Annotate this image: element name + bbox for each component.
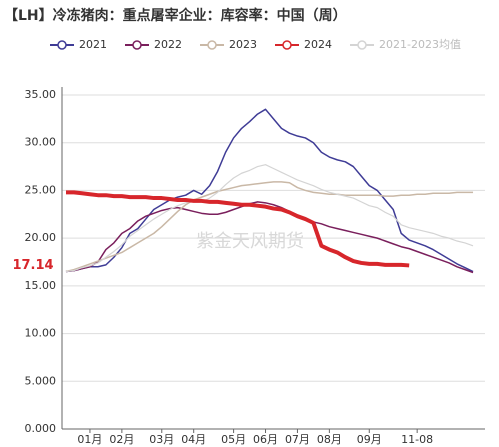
y-tick-label: 15.00 [25, 279, 57, 292]
legend-marker [207, 40, 217, 50]
series-line [65, 108, 474, 273]
y-tick-label: 10.00 [25, 327, 57, 340]
y-tick-label: 25.00 [25, 183, 57, 196]
x-tick-label: 01月 [77, 433, 102, 446]
legend-item: 2023 [200, 38, 257, 51]
x-tick-label: 06月 [253, 433, 278, 446]
x-tick-label: 02月 [109, 433, 134, 446]
value-label: 17.14 [12, 258, 53, 273]
x-tick-label: 11-08 [401, 433, 433, 446]
y-tick-label: 5.000 [25, 374, 57, 387]
legend-marker [357, 40, 367, 50]
series-line [65, 201, 474, 274]
series-line [65, 190, 410, 268]
x-tick-label: 09月 [357, 433, 382, 446]
legend-item: 2024 [275, 38, 332, 51]
x-tick-label: 04月 [181, 433, 206, 446]
x-tick-label: 07月 [285, 433, 310, 446]
y-tick-label: 0.000 [25, 422, 57, 435]
x-tick-label: 05月 [221, 433, 246, 446]
x-tick-label: 08月 [317, 433, 342, 446]
legend-marker [57, 40, 67, 50]
y-tick-label: 20.00 [25, 231, 57, 244]
series-line [65, 181, 474, 273]
legend-item: 2022 [125, 38, 182, 51]
legend-label: 2022 [154, 38, 182, 51]
chart-title: 【LH】冷冻猪肉：重点屠宰企业：库容率：中国（周） [4, 7, 347, 24]
y-tick-label: 30.00 [25, 136, 57, 149]
legend-item: 2021-2023均值 [350, 38, 461, 51]
x-tick-label: 03月 [149, 433, 174, 446]
legend-label: 2024 [304, 38, 332, 51]
value-label-box [8, 256, 58, 275]
legend-label: 2023 [229, 38, 257, 51]
legend-marker [282, 40, 292, 50]
legend-marker [132, 40, 142, 50]
legend-label: 2021 [79, 38, 107, 51]
y-tick-label: 35.00 [25, 88, 57, 101]
watermark: 紫金天风期货 [196, 231, 304, 252]
legend-label: 2021-2023均值 [379, 38, 461, 51]
series-line [65, 164, 474, 273]
legend-item: 2021 [50, 38, 107, 51]
